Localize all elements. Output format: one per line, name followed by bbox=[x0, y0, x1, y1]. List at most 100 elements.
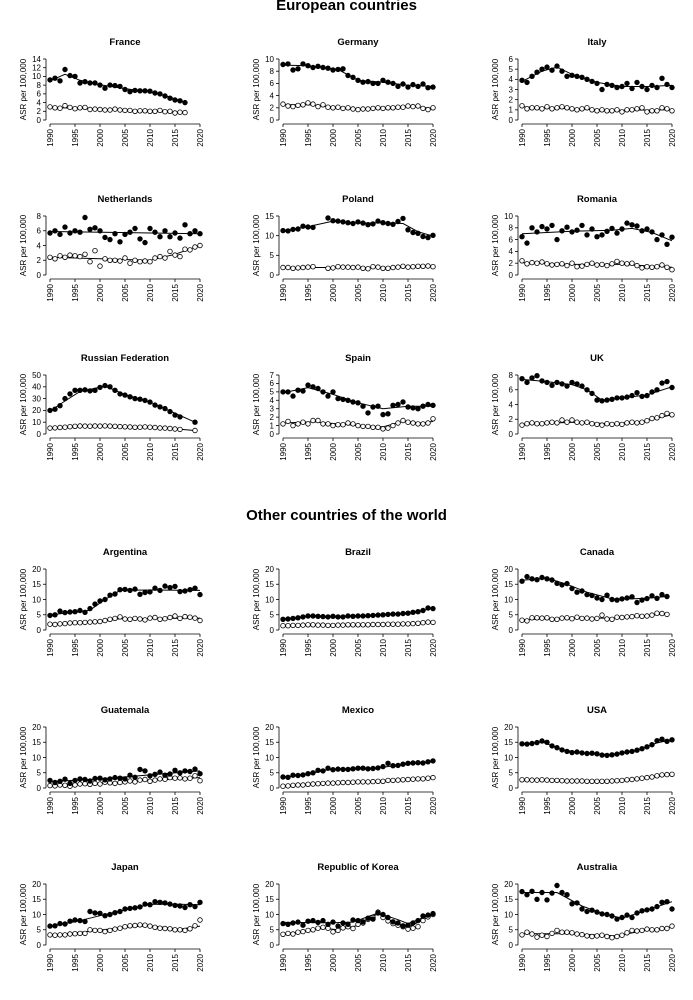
x-tick-label: 2015 bbox=[404, 796, 413, 814]
data-point bbox=[330, 105, 336, 111]
data-point bbox=[167, 95, 173, 101]
data-point bbox=[62, 921, 68, 927]
data-point bbox=[599, 752, 605, 758]
data-point bbox=[609, 596, 615, 603]
data-point bbox=[430, 605, 436, 612]
panel-title: Canada bbox=[580, 547, 615, 558]
data-point bbox=[589, 390, 595, 397]
data-point bbox=[584, 261, 590, 268]
data-point bbox=[569, 106, 575, 112]
data-point bbox=[634, 910, 640, 916]
x-tick-label: 2000 bbox=[568, 796, 577, 814]
data-point bbox=[330, 613, 336, 619]
data-point bbox=[539, 889, 545, 896]
data-point bbox=[629, 107, 635, 113]
data-point bbox=[147, 108, 153, 114]
data-point bbox=[619, 614, 625, 621]
data-point bbox=[365, 78, 371, 85]
data-point bbox=[519, 376, 525, 382]
data-point bbox=[192, 228, 198, 234]
data-point bbox=[415, 263, 421, 269]
data-point bbox=[559, 747, 565, 753]
data-point bbox=[152, 229, 158, 235]
data-point bbox=[664, 899, 670, 905]
data-point bbox=[87, 619, 93, 625]
data-point bbox=[192, 766, 198, 772]
data-point bbox=[619, 777, 625, 784]
data-point bbox=[350, 264, 356, 271]
y-tick-label: 5 bbox=[270, 388, 275, 397]
data-point bbox=[172, 902, 178, 909]
data-point bbox=[624, 420, 630, 426]
data-point bbox=[77, 620, 83, 626]
data-point bbox=[72, 609, 78, 615]
data-point bbox=[305, 927, 311, 934]
data-point bbox=[554, 261, 560, 268]
data-point bbox=[290, 265, 296, 271]
data-point bbox=[584, 387, 590, 393]
series-men bbox=[519, 63, 675, 93]
data-point bbox=[554, 927, 560, 934]
data-point bbox=[102, 777, 108, 783]
data-point bbox=[564, 383, 570, 389]
x-tick-label: 2005 bbox=[121, 442, 130, 460]
data-point bbox=[534, 896, 540, 902]
data-point bbox=[67, 72, 73, 79]
data-point bbox=[82, 918, 88, 925]
x-tick-label: 2015 bbox=[171, 442, 180, 460]
data-point bbox=[137, 236, 143, 242]
data-point bbox=[97, 927, 103, 934]
x-tick-label: 2020 bbox=[429, 128, 438, 146]
data-point bbox=[559, 228, 565, 234]
data-point bbox=[92, 601, 98, 607]
data-point bbox=[415, 103, 421, 109]
data-point bbox=[82, 78, 88, 85]
data-point bbox=[634, 928, 640, 934]
data-point bbox=[335, 264, 341, 270]
data-point bbox=[97, 263, 103, 269]
data-point bbox=[654, 236, 660, 243]
data-point bbox=[425, 912, 431, 918]
data-point bbox=[280, 920, 286, 927]
data-point bbox=[370, 612, 376, 619]
data-point bbox=[584, 419, 590, 425]
data-point bbox=[594, 421, 600, 428]
x-tick-label: 1990 bbox=[518, 283, 527, 301]
data-point bbox=[654, 84, 660, 91]
y-axis-label: ASR per 100,000 bbox=[19, 883, 28, 945]
data-point bbox=[430, 416, 436, 422]
data-point bbox=[335, 422, 341, 428]
data-point bbox=[137, 777, 143, 783]
data-point bbox=[639, 775, 645, 781]
data-point bbox=[639, 927, 645, 934]
data-point bbox=[574, 73, 580, 79]
data-point bbox=[52, 105, 58, 111]
data-point bbox=[639, 393, 645, 400]
series-men bbox=[280, 382, 436, 418]
data-point bbox=[102, 617, 108, 624]
data-point bbox=[544, 897, 550, 903]
data-point bbox=[172, 110, 178, 116]
data-point bbox=[390, 621, 396, 627]
data-point bbox=[345, 264, 351, 270]
x-tick-label: 2020 bbox=[429, 442, 438, 460]
data-point bbox=[57, 932, 63, 938]
data-point bbox=[594, 397, 600, 403]
data-point bbox=[559, 417, 565, 423]
data-point bbox=[137, 766, 143, 773]
data-point bbox=[117, 925, 123, 931]
data-point bbox=[102, 234, 108, 241]
data-point bbox=[654, 610, 660, 616]
x-tick-label: 2000 bbox=[329, 128, 338, 146]
data-point bbox=[599, 422, 605, 428]
y-tick-label: 0 bbox=[509, 626, 514, 635]
data-point bbox=[365, 410, 371, 416]
data-point bbox=[147, 778, 153, 784]
panel-title: Republic of Korea bbox=[317, 862, 399, 873]
x-tick-label: 2015 bbox=[404, 442, 413, 460]
data-point bbox=[92, 910, 98, 916]
data-point bbox=[380, 219, 386, 226]
data-point bbox=[157, 107, 163, 114]
data-point bbox=[157, 404, 163, 410]
data-point bbox=[405, 103, 411, 109]
